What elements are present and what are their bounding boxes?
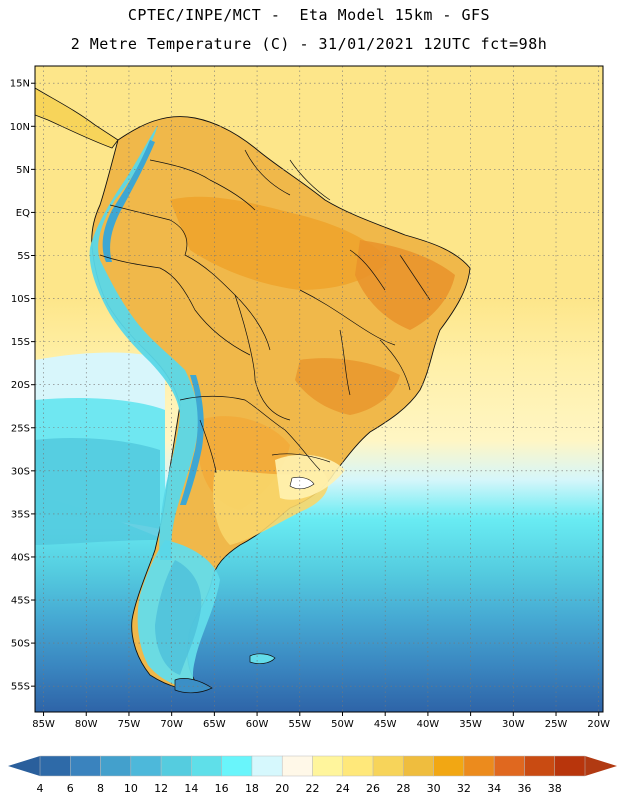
lat-tick-label: 10N (10, 122, 30, 133)
colorbar-swatch (251, 755, 283, 777)
colorbar-swatches (39, 755, 586, 777)
map-title-line2: 2 Metre Temperature (C) - 31/01/2021 12U… (70, 35, 548, 53)
lat-tick-label: EQ (16, 208, 30, 219)
pacific-colder-zone (35, 438, 160, 545)
colorbar-swatch (463, 755, 495, 777)
colorbar-level-label: 28 (396, 782, 410, 795)
colorbar-swatch (191, 755, 222, 777)
colorbar-level-label: 16 (215, 782, 229, 795)
lat-tick-label: 10S (11, 294, 30, 305)
colorbar-swatch (70, 755, 101, 777)
lat-tick-label: 30S (11, 466, 30, 477)
patagonia-colder-zone (155, 560, 202, 675)
colorbar-swatch (130, 755, 162, 777)
colorbar-swatch (312, 755, 344, 777)
lat-tick-label: 55S (11, 682, 30, 693)
colorbar-swatch (160, 755, 192, 777)
colorbar-level-label: 8 (97, 782, 104, 795)
colorbar-level-label: 24 (336, 782, 350, 795)
lon-tick-label: 35W (459, 719, 482, 730)
lagoon (289, 476, 315, 490)
colorbar-level-label: 20 (275, 782, 289, 795)
tierra-del-fuego (174, 678, 213, 694)
lon-tick-label: 40W (417, 719, 440, 730)
latitude-labels: 15N 10N 5N EQ 5S 10S 15S 20S 25S 30S 35S 40S 45S 50S 5… (10, 79, 35, 693)
colorbar-level-label: 38 (548, 782, 562, 795)
colorbar-level-label: 22 (306, 782, 320, 795)
colorbar-swatch (433, 755, 465, 777)
map-title-line1: CPTEC/INPE/MCT - Eta Model 15km - GFS (127, 6, 491, 24)
andes-central-peaks (180, 375, 204, 505)
colorbar-level-label: 4 (37, 782, 44, 795)
lat-tick-label: 15S (11, 337, 30, 348)
central-america (35, 87, 119, 149)
lon-tick-label: 70W (160, 719, 183, 730)
amazon-warm-zone (170, 196, 390, 290)
lat-tick-label: 15N (10, 79, 30, 90)
colorbar-level-label: 32 (457, 782, 471, 795)
colorbar-swatch (342, 755, 374, 777)
colorbar-swatch (403, 755, 434, 777)
lat-tick-label: 45S (11, 596, 30, 607)
falkland-islands (249, 653, 276, 664)
colorbar-level-label: 30 (427, 782, 441, 795)
uruguay-mild-zone (275, 454, 345, 500)
colorbar-level-label: 34 (487, 782, 501, 795)
colorbar-swatch (100, 755, 132, 777)
lon-tick-label: 75W (118, 719, 141, 730)
country-borders (99, 149, 431, 473)
lat-tick-label: 20S (11, 380, 30, 391)
lon-tick-label: 30W (502, 719, 525, 730)
lon-tick-label: 60W (246, 719, 269, 730)
colorbar-high-arrow (585, 756, 617, 776)
colorbar-level-label: 36 (517, 782, 531, 795)
colorbar-low-arrow (8, 756, 40, 776)
lat-tick-label: 35S (11, 509, 30, 520)
colorbar: 4 6 8 10 12 14 16 18 20 22 24 26 28 30 32 34 36 38 (8, 755, 617, 795)
longitude-labels: 85W 80W 75W 70W 65W 60W 55W 50W 45W 40W 35W 30W 25W 2… (32, 712, 610, 730)
colorbar-swatch (554, 755, 586, 777)
colorbar-swatch (221, 755, 253, 777)
colorbar-level-label: 26 (366, 782, 380, 795)
map-frame (34, 65, 604, 713)
lon-tick-label: 25W (545, 719, 568, 730)
colorbar-swatch (281, 755, 313, 777)
southeast-warm-zone (295, 358, 400, 415)
lon-tick-label: 85W (32, 719, 55, 730)
lon-tick-label: 65W (203, 719, 226, 730)
lon-tick-label: 55W (288, 719, 311, 730)
lat-tick-label: 50S (11, 639, 30, 650)
colorbar-swatch (524, 755, 555, 777)
lon-tick-label: 80W (75, 719, 98, 730)
andes-north-peaks (102, 140, 155, 262)
colorbar-swatch (39, 755, 71, 777)
colorbar-level-label: 12 (154, 782, 168, 795)
colorbar-swatch (372, 755, 404, 777)
colorbar-swatch (493, 755, 525, 777)
northeast-hot-zone (355, 240, 455, 330)
lon-tick-label: 50W (331, 719, 354, 730)
lat-tick-label: 40S (11, 552, 30, 563)
lat-tick-label: 5S (17, 251, 30, 262)
andes-cold-band (89, 125, 199, 560)
lon-tick-label: 45W (374, 719, 397, 730)
map-field (35, 66, 603, 712)
lat-tick-label: 25S (11, 423, 30, 434)
lon-tick-label: 20W (587, 719, 610, 730)
colorbar-level-label: 10 (124, 782, 138, 795)
colorbar-labels: 4 6 8 10 12 14 16 18 20 22 24 26 28 30 32 34 36 38 (37, 782, 562, 795)
colorbar-level-label: 14 (184, 782, 198, 795)
colorbar-level-label: 6 (67, 782, 74, 795)
lat-lon-grid (35, 66, 603, 712)
lat-tick-label: 5N (16, 165, 30, 176)
colorbar-level-label: 18 (245, 782, 259, 795)
